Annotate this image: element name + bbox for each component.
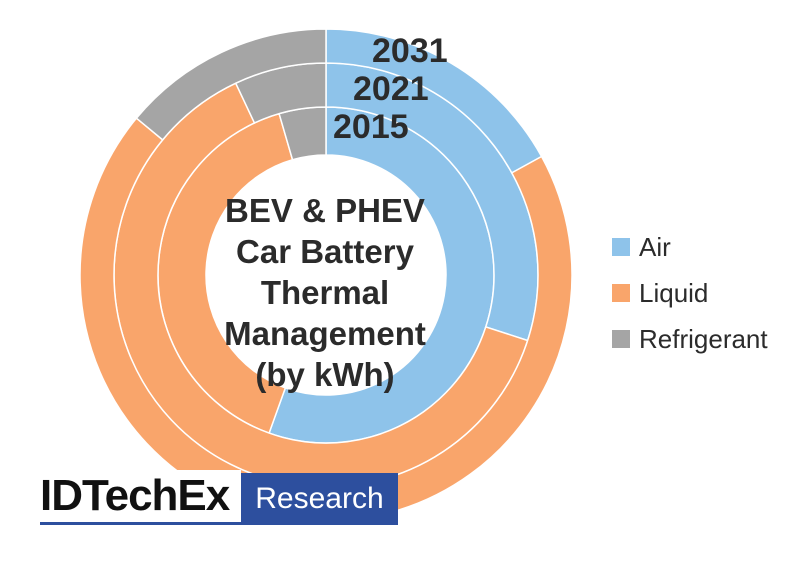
legend-swatch-air [612,238,630,256]
legend-label-refrigerant: Refrigerant [639,323,768,354]
title-line: Car Battery [236,233,414,270]
chart-legend: Air Liquid Refrigerant [612,224,768,362]
title-line: (by kWh) [255,356,395,393]
ring-label-2031: 2031 [372,32,448,70]
legend-swatch-liquid [612,284,630,302]
ring-label-2021: 2021 [353,70,429,108]
donut-rings [79,28,573,522]
legend-item-refrigerant: Refrigerant [612,316,768,362]
logo-company-name: IDTechEx [40,470,242,525]
ring-label-2015: 2015 [333,108,409,146]
title-line: Thermal [260,274,390,311]
legend-label-liquid: Liquid [639,277,709,308]
idtechex-logo: IDTechEx Research [40,470,398,525]
legend-swatch-refrigerant [612,330,630,348]
title-line: BEV & PHEV [225,192,425,229]
chart-title: BEV & PHEV Car Battery Thermal Managemen… [200,190,450,395]
legend-item-air: Air [612,224,768,270]
donut-segment-2031-liquid [79,117,573,522]
donut-segment-2031-refrigerant [135,28,327,141]
legend-item-liquid: Liquid [612,270,768,316]
legend-label-air: Air [639,231,671,262]
title-line: Management [224,315,426,352]
logo-research-badge: Research [241,473,398,525]
